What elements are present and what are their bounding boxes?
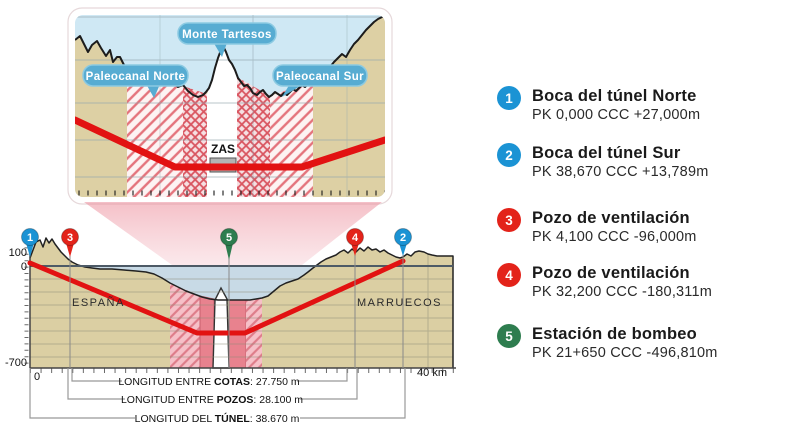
lower-profile: 1 3 5 4 2 100 0 -700 0 40 km ESPAÑA MARR…	[5, 202, 456, 383]
legend-badge-2-number: 2	[505, 148, 513, 163]
bracket-cotas-label: LONGITUD ENTRE COTAS: 27.750 m	[118, 376, 300, 388]
legend-title-5: Estación de bombeo	[532, 325, 697, 343]
legend: 1 Boca del túnel Norte PK 0,000 CCC +27,…	[497, 86, 797, 363]
canal-column-stripe-right	[246, 298, 262, 368]
country-espana: ESPAÑA	[72, 296, 125, 309]
legend-badge-1-number: 1	[505, 91, 513, 106]
profile-diagram: ZAS Monte Tartesos Paleocanal Norte Pale…	[5, 7, 456, 425]
pin-2-number: 2	[400, 232, 406, 244]
legend-detail-5: PK 21+650 CCC -496,810m	[532, 345, 718, 361]
pin-2: 2	[394, 228, 412, 256]
legend-item-2: 2 Boca del túnel Sur PK 38,670 CCC +13,7…	[497, 143, 797, 182]
bracket-tunel-bg	[135, 411, 300, 425]
inset-panel: ZAS Monte Tartesos Paleocanal Norte Pale…	[67, 7, 393, 205]
pin-1-number: 1	[27, 232, 33, 244]
legend-title-4: Pozo de ventilación	[532, 264, 690, 282]
paleocanal-sur-stripe-zone	[270, 81, 313, 197]
legend-detail-3: PK 4,100 CCC -96,000m	[532, 229, 697, 245]
legend-detail-4: PK 32,200 CCC -180,311m	[532, 284, 713, 300]
legend-badge-3-number: 3	[505, 213, 513, 228]
bubble-monte-tartesos: Monte Tartesos	[177, 22, 277, 57]
axes	[24, 238, 456, 373]
legend-badge-3: 3	[497, 208, 521, 232]
legend-item-3: 3 Pozo de ventilación PK 4,100 CCC -96,0…	[497, 208, 797, 247]
legend-badge-5: 5	[497, 324, 521, 348]
ytick-neg700: -700	[5, 357, 27, 369]
legend-title-1: Boca del túnel Norte	[532, 87, 697, 105]
legend-detail-1: PK 0,000 CCC +27,000m	[532, 107, 701, 123]
tunnel-line	[27, 258, 406, 336]
legend-badge-5-number: 5	[505, 329, 513, 344]
pin-4-number: 4	[352, 232, 359, 244]
pin-5-number: 5	[226, 232, 232, 244]
dimension-brackets: LONGITUD ENTRE COTAS: 27.750 m LONGITUD …	[29, 368, 406, 425]
legend-title-3: Pozo de ventilación	[532, 209, 690, 227]
monte-tartesos-label: Monte Tartesos	[182, 29, 272, 41]
legend-badge-1: 1	[497, 86, 521, 110]
bracket-cotas-bg	[122, 374, 297, 388]
ytick-100: 100	[9, 247, 27, 259]
xtick-0: 0	[34, 371, 40, 383]
inset-gridlines	[75, 15, 385, 197]
bracket-pozos-bg	[125, 392, 300, 406]
pin-3-number: 3	[67, 232, 73, 244]
legend-badge-4-number: 4	[505, 268, 513, 283]
marker-guides	[69, 250, 404, 368]
inset-tunnel-line	[75, 116, 385, 171]
paleocanal-sur-label: Paleocanal Sur	[276, 71, 364, 83]
legend-badge-2: 2	[497, 143, 521, 167]
bracket-pozos-label: LONGITUD ENTRE POZOS: 28.100 m	[121, 394, 303, 406]
legend-item-5: 5 Estación de bombeo PK 21+650 CCC -496,…	[497, 324, 797, 363]
bracket-tunel-label: LONGITUD DEL TÚNEL: 38.670 m	[135, 412, 300, 425]
legend-title-2: Boca del túnel Sur	[532, 144, 681, 162]
legend-item-1: 1 Boca del túnel Norte PK 0,000 CCC +27,…	[497, 86, 797, 125]
terrain-outline	[29, 237, 454, 368]
legend-badge-4: 4	[497, 263, 521, 287]
pin-1: 1	[21, 228, 39, 257]
paleocanal-norte-label: Paleocanal Norte	[86, 71, 186, 83]
xtick-40km: 40 km	[417, 367, 447, 379]
bubble-paleocanal-norte: Paleocanal Norte	[82, 64, 189, 98]
legend-item-4: 4 Pozo de ventilación PK 32,200 CCC -180…	[497, 263, 797, 302]
country-marruecos: MARRUECOS	[357, 297, 442, 309]
legend-detail-2: PK 38,670 CCC +13,789m	[532, 164, 709, 180]
bubble-paleocanal-sur: Paleocanal Sur	[272, 64, 368, 97]
profile-gridlines	[30, 254, 453, 368]
ytick-0: 0	[21, 261, 27, 273]
pin-5: 5	[220, 228, 238, 260]
pin-3: 3	[61, 228, 79, 257]
pin-4: 4	[346, 228, 364, 256]
zas-label: ZAS	[211, 142, 235, 156]
